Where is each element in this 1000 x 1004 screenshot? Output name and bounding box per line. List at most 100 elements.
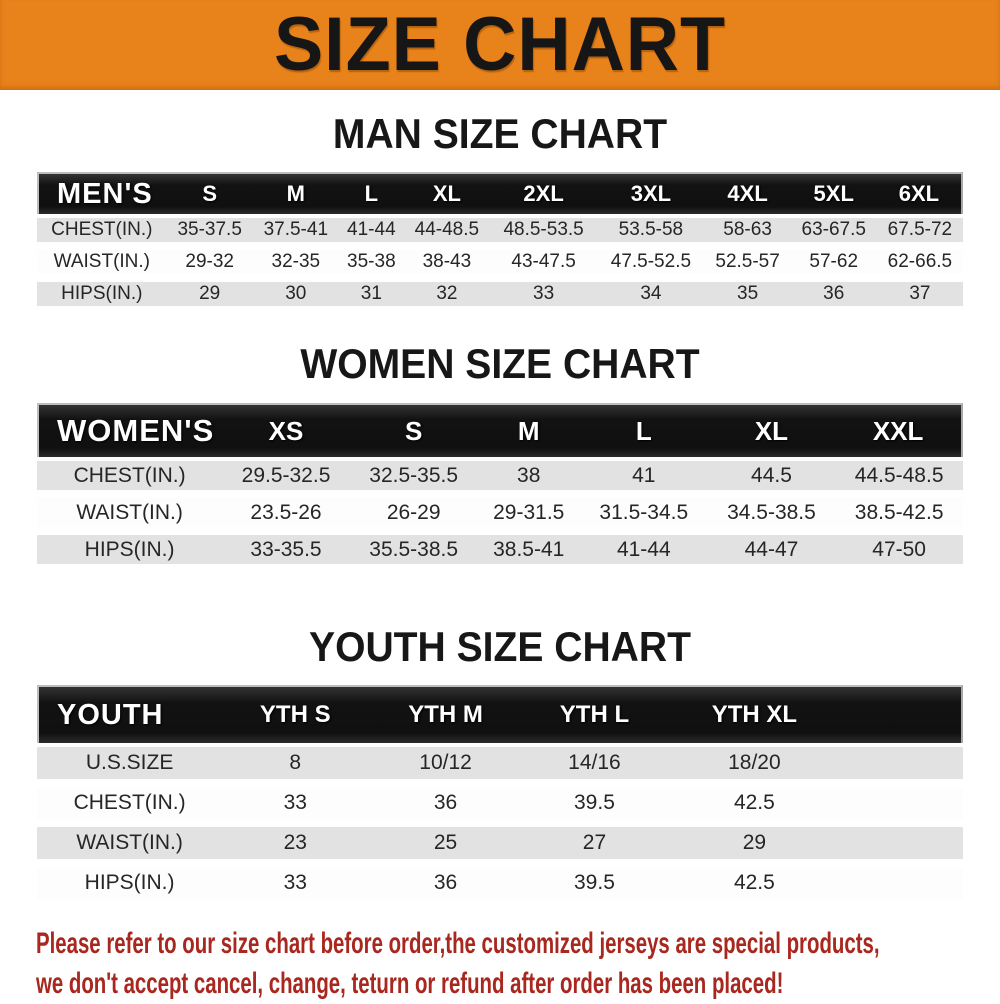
- size-column-header: L: [338, 172, 404, 214]
- table-header-row: WOMEN'S XS S M L XL XXL: [37, 403, 963, 457]
- women-size-section: WOMEN SIZE CHART WOMEN'S XS S M L XL XXL CHEST(…: [0, 341, 1000, 568]
- measurement-value: 30: [252, 278, 339, 310]
- measurement-value: 34: [597, 278, 705, 310]
- measurement-value: 42.5: [666, 863, 843, 903]
- size-column-header: M: [477, 403, 580, 457]
- policy-note-line-2: we don't accept cancel, change, teturn o…: [36, 967, 784, 1000]
- measurement-value: 35: [704, 278, 791, 310]
- measurement-value: 34.5-38.5: [707, 494, 836, 531]
- measurement-value: 53.5-58: [597, 214, 705, 246]
- measurement-value: 23: [222, 823, 369, 863]
- women-size-table: WOMEN'S XS S M L XL XXL CHEST(IN.) 29.5-32.5 32.5…: [37, 403, 963, 568]
- measurement-row: WAIST(IN.) 23.5-26 26-29 29-31.5 31.5-34.5 34…: [37, 494, 963, 531]
- measurement-value: 33: [222, 863, 369, 903]
- order-policy-note: Please refer to our size chart before or…: [0, 924, 1000, 1004]
- measurement-row: WAIST(IN.) 23 25 27 29: [37, 823, 963, 863]
- size-column-header: 4XL: [704, 172, 791, 214]
- measurement-value: 38: [477, 457, 580, 494]
- measurement-value: 38-43: [403, 246, 490, 278]
- measurement-value: 14/16: [522, 743, 667, 783]
- row-filler: [842, 863, 963, 903]
- measurement-value: 41: [579, 457, 708, 494]
- youth-section-title: YOUTH SIZE CHART: [309, 623, 691, 670]
- size-column-header: XL: [403, 172, 490, 214]
- table-header-row: YOUTH YTH S YTH M YTH L YTH XL: [37, 685, 963, 743]
- measurement-value: 44-48.5: [403, 214, 490, 246]
- measurement-value: 33: [222, 783, 369, 823]
- header-filler: [842, 685, 963, 743]
- measurement-value: 27: [522, 823, 667, 863]
- measurement-label: CHEST(IN.): [37, 457, 223, 494]
- measurement-value: 41-44: [579, 531, 708, 568]
- measurement-value: 37.5-41: [252, 214, 339, 246]
- measurement-value: 63-67.5: [790, 214, 877, 246]
- measurement-value: 25: [368, 823, 523, 863]
- size-column-header: XXL: [835, 403, 963, 457]
- measurement-value: 35.5-38.5: [349, 531, 478, 568]
- youth-size-section: YOUTH SIZE CHART YOUTH YTH S YTH M YTH L YTH…: [0, 624, 1000, 903]
- size-column-header: S: [166, 172, 253, 214]
- table-header-row: MEN'S S M L XL 2XL 3XL 4XL 5XL 6XL: [37, 172, 963, 214]
- women-section-title: WOMEN SIZE CHART: [300, 340, 700, 387]
- size-column-header: XL: [707, 403, 836, 457]
- measurement-value: 62-66.5: [876, 246, 963, 278]
- size-column-header: 3XL: [597, 172, 705, 214]
- measurement-row: HIPS(IN.) 29 30 31 32 33 34 35 36 37: [37, 278, 963, 310]
- measurement-row: CHEST(IN.) 29.5-32.5 32.5-35.5 38 41 44.5 44.5…: [37, 457, 963, 494]
- man-size-section: MAN SIZE CHART MEN'S S M L XL 2XL 3XL 4XL 5XL 6XL…: [0, 111, 1000, 310]
- measurement-value: 38.5-42.5: [835, 494, 963, 531]
- measurement-value: 31.5-34.5: [579, 494, 708, 531]
- measurement-value: 32-35: [252, 246, 339, 278]
- measurement-value: 29-32: [166, 246, 253, 278]
- measurement-value: 32: [403, 278, 490, 310]
- size-column-header: 5XL: [790, 172, 877, 214]
- size-column-header: YTH S: [222, 685, 369, 743]
- measurement-value: 47-50: [835, 531, 963, 568]
- measurement-value: 37: [876, 278, 963, 310]
- measurement-row: HIPS(IN.) 33 36 39.5 42.5: [37, 863, 963, 903]
- size-chart-banner: SIZE CHART: [0, 0, 1000, 90]
- measurement-value: 36: [368, 783, 523, 823]
- measurement-value: 36: [368, 863, 523, 903]
- measurement-value: 32.5-35.5: [349, 457, 478, 494]
- measurement-value: 47.5-52.5: [597, 246, 705, 278]
- measurement-row: CHEST(IN.) 33 36 39.5 42.5: [37, 783, 963, 823]
- measurement-value: 57-62: [790, 246, 877, 278]
- youth-size-table: YOUTH YTH S YTH M YTH L YTH XL U.S.SIZE 8 10/12…: [37, 685, 963, 903]
- measurement-value: 38.5-41: [477, 531, 580, 568]
- measurement-value: 35-37.5: [166, 214, 253, 246]
- measurement-value: 67.5-72: [876, 214, 963, 246]
- row-filler: [842, 783, 963, 823]
- measurement-label: HIPS(IN.): [37, 278, 167, 310]
- measurement-row: HIPS(IN.) 33-35.5 35.5-38.5 38.5-41 41-44 44-…: [37, 531, 963, 568]
- size-column-header: YTH XL: [666, 685, 843, 743]
- measurement-label: U.S.SIZE: [37, 743, 223, 783]
- measurement-value: 33: [489, 278, 598, 310]
- measurement-value: 39.5: [522, 783, 667, 823]
- measurement-row: WAIST(IN.) 29-32 32-35 35-38 38-43 43-47.5 47.…: [37, 246, 963, 278]
- measurement-label: WAIST(IN.): [37, 246, 167, 278]
- measurement-value: 35-38: [338, 246, 404, 278]
- banner-title: SIZE CHART: [273, 2, 727, 87]
- table-corner-label: MEN'S: [37, 172, 167, 214]
- size-column-header: L: [579, 403, 708, 457]
- measurement-value: 29: [166, 278, 253, 310]
- measurement-value: 18/20: [666, 743, 843, 783]
- measurement-label: WAIST(IN.): [37, 494, 223, 531]
- measurement-label: WAIST(IN.): [37, 823, 223, 863]
- size-column-header: 6XL: [876, 172, 963, 214]
- measurement-value: 44-47: [707, 531, 836, 568]
- table-corner-label: YOUTH: [37, 685, 223, 743]
- measurement-value: 36: [790, 278, 877, 310]
- size-column-header: YTH L: [522, 685, 667, 743]
- measurement-value: 26-29: [349, 494, 478, 531]
- measurement-label: HIPS(IN.): [37, 531, 223, 568]
- measurement-value: 29-31.5: [477, 494, 580, 531]
- measurement-value: 43-47.5: [489, 246, 598, 278]
- size-column-header: 2XL: [489, 172, 598, 214]
- table-corner-label: WOMEN'S: [37, 403, 223, 457]
- measurement-value: 44.5-48.5: [835, 457, 963, 494]
- measurement-row: U.S.SIZE 8 10/12 14/16 18/20: [37, 743, 963, 783]
- measurement-row: CHEST(IN.) 35-37.5 37.5-41 41-44 44-48.5 48.5…: [37, 214, 963, 246]
- measurement-value: 33-35.5: [222, 531, 350, 568]
